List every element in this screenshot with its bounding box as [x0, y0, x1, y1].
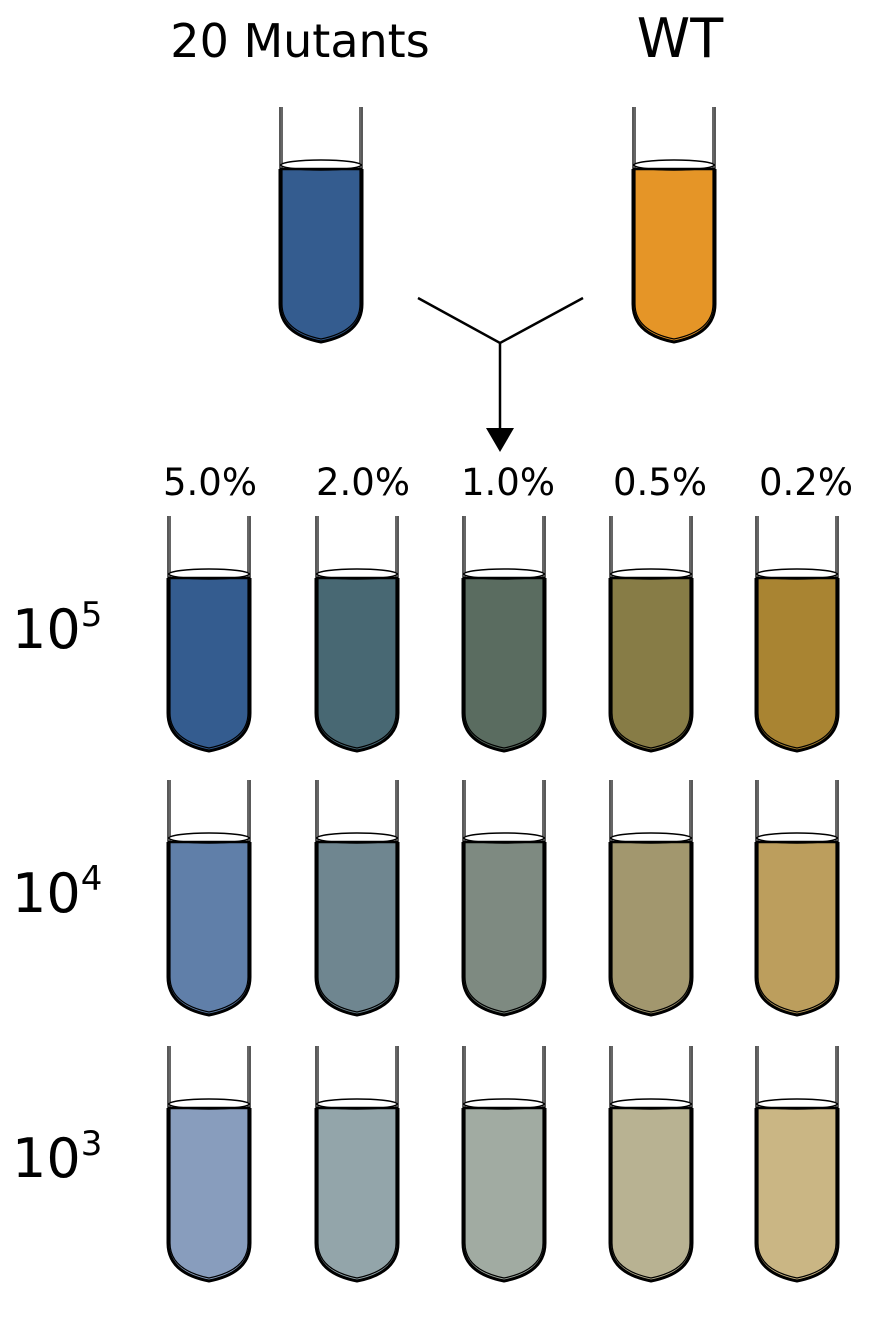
- pct-label: 0.5%: [613, 461, 707, 504]
- mixing-arrow: [417, 296, 584, 452]
- arrow-head-icon: [486, 428, 514, 452]
- row-label: 104: [12, 859, 102, 925]
- mixture-tube: [314, 1046, 400, 1283]
- mixture-tube: [461, 1046, 547, 1283]
- pct-label: 2.0%: [316, 461, 410, 504]
- row-label: 103: [12, 1124, 102, 1190]
- mixture-tube: [314, 516, 400, 753]
- liquid: [633, 169, 715, 342]
- liquid: [168, 842, 250, 1015]
- mutants-label: 20 Mutants: [170, 14, 429, 68]
- liquid: [168, 1108, 250, 1281]
- liquid: [280, 169, 362, 342]
- mixture-tube: [166, 1046, 252, 1283]
- mixture-tube: [754, 1046, 840, 1283]
- liquid: [463, 578, 545, 751]
- liquid: [756, 842, 838, 1015]
- liquid: [316, 578, 398, 751]
- mutant-source-tube: [278, 107, 364, 344]
- tube-grid: [166, 516, 840, 1283]
- liquid: [610, 1108, 692, 1281]
- mixture-tube: [166, 780, 252, 1017]
- pct-label: 1.0%: [461, 461, 555, 504]
- liquid: [168, 578, 250, 751]
- mixture-tube: [608, 1046, 694, 1283]
- liquid: [756, 578, 838, 751]
- liquid: [316, 1108, 398, 1281]
- wt-source-tube: [631, 107, 717, 344]
- wt-label: WT: [637, 7, 724, 70]
- pct-label: 0.2%: [759, 461, 853, 504]
- mixture-tube: [314, 780, 400, 1017]
- tube: [278, 107, 364, 344]
- row-label: 105: [12, 595, 102, 661]
- pct-label: 5.0%: [163, 461, 257, 504]
- mixture-tube: [608, 516, 694, 753]
- liquid: [463, 1108, 545, 1281]
- mixture-tube: [461, 516, 547, 753]
- mixture-tube: [461, 780, 547, 1017]
- liquid: [756, 1108, 838, 1281]
- mixture-tube: [754, 516, 840, 753]
- liquid: [316, 842, 398, 1015]
- liquid: [610, 842, 692, 1015]
- mixture-tube: [608, 780, 694, 1017]
- mixture-tube: [754, 780, 840, 1017]
- liquid: [463, 842, 545, 1015]
- mixture-tube: [166, 516, 252, 753]
- liquid: [610, 578, 692, 751]
- tube: [631, 107, 717, 344]
